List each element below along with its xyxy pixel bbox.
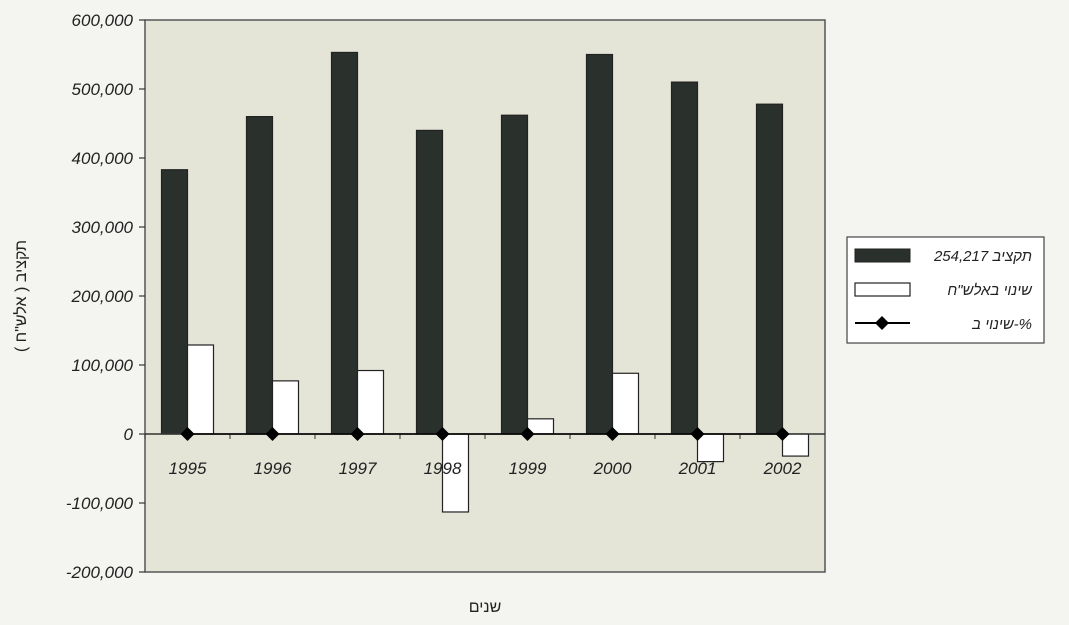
percent-point-marker: [690, 427, 705, 441]
bar-budget: [415, 129, 444, 435]
y-tick-label: -100,000: [66, 494, 134, 513]
bar-change-amount: [186, 344, 215, 435]
bar-change-amount: [781, 433, 810, 457]
legend-swatch-diamond: [875, 316, 889, 330]
legend-item-change-percent: שינוי ב-%: [855, 316, 1032, 333]
percent-line-layer: [180, 427, 790, 441]
y-tick-label: 400,000: [72, 149, 134, 168]
y-axis-title: תקציב ( אלש"ח ): [12, 240, 30, 352]
bar-budget: [755, 103, 784, 435]
percent-point-marker: [350, 427, 365, 441]
y-tick-label: 200,000: [71, 287, 134, 306]
legend: תקציב 254,217 שינוי באלש"ח שינוי ב-%: [846, 236, 1045, 344]
x-category-label: 1998: [424, 459, 462, 478]
percent-point-marker: [605, 427, 620, 441]
y-tick-label: 100,000: [72, 356, 134, 375]
percent-point-marker: [520, 427, 535, 441]
percent-point-marker: [435, 427, 450, 441]
y-tick-label: 0: [124, 425, 134, 444]
bar-change-amount: [271, 380, 300, 435]
legend-label-change-percent: שינוי ב-%: [971, 316, 1032, 333]
bar-budget: [330, 51, 359, 435]
x-axis-title: שנים: [469, 599, 502, 616]
x-category-label: 1996: [254, 459, 292, 478]
y-tick-label: -200,000: [66, 563, 134, 582]
bar-change-amount: [611, 372, 640, 435]
x-category-label: 2002: [763, 459, 802, 478]
bar-budget: [670, 81, 699, 435]
bar-change-amount: [441, 433, 470, 513]
y-tick-label: 500,000: [72, 80, 134, 99]
bar-budget: [160, 169, 189, 435]
percent-point-marker: [265, 427, 280, 441]
x-category-label: 1995: [169, 459, 207, 478]
y-tick-label: 300,000: [72, 218, 134, 237]
x-category-label: 1997: [339, 459, 377, 478]
y-tick-label: 600,000: [72, 11, 134, 30]
legend-item-change-amount: שינוי באלש"ח: [854, 282, 1033, 299]
x-axis-categories: 1995 1996 1997 1998 1999 2000 2001 2002: [169, 459, 802, 478]
bar-budget: [500, 114, 529, 435]
legend-label-budget: תקציב 254,217: [933, 248, 1032, 265]
bar-change-amount: [356, 369, 385, 435]
x-category-label: 2001: [678, 459, 717, 478]
legend-label-change-amount: שינוי באלש"ח: [947, 282, 1033, 299]
percent-point-marker: [775, 427, 790, 441]
bar-budget: [585, 53, 614, 435]
bars-layer: [144, 51, 810, 513]
bar-budget: [245, 115, 274, 435]
legend-swatch-budget: [854, 248, 911, 263]
legend-swatch-change-amount: [854, 282, 911, 297]
bar-change-amount: [696, 433, 725, 463]
x-category-label: 2000: [593, 459, 632, 478]
percent-point-marker: [180, 427, 195, 441]
x-category-label: 1999: [509, 459, 547, 478]
legend-item-budget: תקציב 254,217: [854, 248, 1032, 265]
y-axis-ticks: 600,000 500,000 400,000 300,000 200,000 100,0…: [66, 11, 145, 582]
